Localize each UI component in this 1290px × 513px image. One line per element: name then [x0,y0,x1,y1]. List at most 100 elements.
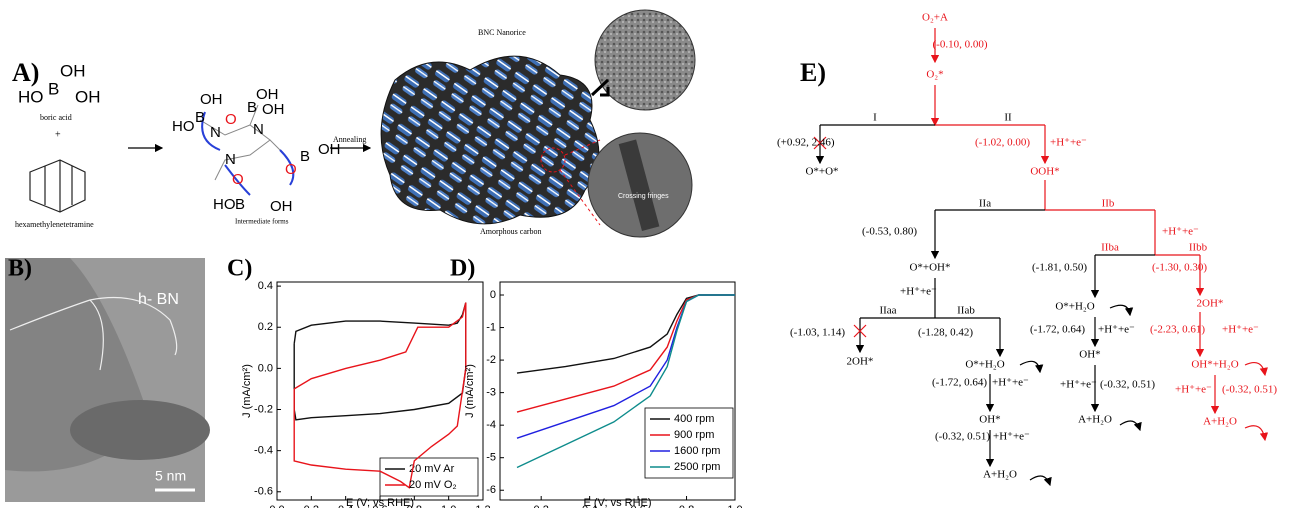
nanorice-cluster [381,56,599,224]
atom: B [247,99,257,116]
x-axis-label: E (V; vs RHE) [346,497,414,508]
pathway-node: 2OH* [847,356,874,368]
legend-label: 2500 rpm [674,461,720,473]
atom: O [285,161,297,178]
y-axis-label: J (mA/cm²) [464,364,476,418]
pathway-node: A+H₂O [1203,416,1237,428]
panel-a-art [30,10,695,237]
y-tick-label: 0.0 [258,362,273,374]
y-tick-label: -6 [486,484,496,496]
caption: Intermediate forms [235,218,289,226]
pathway-node: +H⁺+e⁻ [1222,324,1259,336]
panel-label: C) [227,256,252,282]
pathway-node: (-1.72, 0.64) [932,377,987,389]
pathway-node: (-2.23, 0.61) [1150,324,1205,336]
data-line [517,295,735,373]
y-tick-label: -5 [486,452,496,464]
pathway-node: O₂+A [922,12,948,24]
pathway-node: (-1.81, 0.50) [1032,262,1087,274]
pathway-node: 2OH* [1197,298,1224,310]
atom: B [48,79,59,98]
hmta-structure [30,160,85,212]
figure: A)OHHOBOHboric acid+hexamethylenetetrami… [0,0,1290,508]
caption: Amorphous carbon [480,227,542,236]
pathway-node: IIba [1101,242,1119,254]
pathway-node: +H⁺+e⁻ [900,286,937,298]
x-tick-label: 1.0 [727,504,742,508]
atom: HO [18,87,44,106]
legend-label: 1600 rpm [674,445,720,457]
pathway-node: OH*+H₂O [1191,359,1238,371]
pathway-node: (-0.53, 0.80) [862,226,917,238]
atom: B [300,148,310,165]
pathway-node: +H⁺+e⁻ [992,377,1029,389]
tem-region [70,400,210,460]
caption: Crossing fringes [618,193,669,200]
pathway-node: O₂* [926,69,943,81]
y-tick-label: -2 [486,354,496,366]
pathway-node: O*+H₂O [1055,301,1094,313]
scale-label: 5 nm [155,468,186,484]
x-tick-label: 0.2 [304,504,319,508]
pathway-node: (-0.32, 0.51) [1100,379,1155,391]
pathway-node: (-1.30, 0.30) [1152,262,1207,274]
y-tick-label: 0 [490,289,496,301]
x-tick-label: 0.0 [269,504,284,508]
pathway-node: OOH* [1030,166,1059,178]
pathway-node: II [1004,112,1012,124]
pathway-node: A+H₂O [1078,414,1112,426]
caption: + [55,129,61,140]
pathway-node: (-0.32, 0.51) [1222,384,1277,396]
pathway-node: IIa [979,198,991,210]
atom: B [195,109,205,126]
pathway-node: (+0.92, 2.46) [777,137,835,149]
pathway-node: IIb [1102,198,1115,210]
pathway-node: O*+OH* [909,262,950,274]
data-line [517,295,735,412]
x-tick-label: 1.2 [475,504,490,508]
pathway-node: I [873,112,877,124]
pathway-node: OH* [979,414,1000,426]
legend-label: 900 rpm [674,429,714,441]
caption: Annealing [333,135,366,144]
atom: OH [200,91,223,108]
atom: OH [262,101,285,118]
pathway-node: +H⁺+e⁻ [1098,324,1135,336]
pathway-node: IIab [957,305,975,317]
y-tick-label: 0.2 [258,321,273,333]
pathway-node: (-1.02, 0.00) [975,137,1030,149]
annotation: h- BN [138,291,179,308]
y-tick-label: -0.6 [254,486,273,498]
pathway-node: +H⁺+e⁻ [1060,379,1097,391]
pathway-node: (-0.32, 0.51) [935,431,990,443]
y-tick-label: 0.4 [258,280,273,292]
panel-label: A) [12,58,39,87]
x-axis-label: E (V; vs RHE) [583,497,651,508]
atom: HO [213,196,236,213]
x-tick-label: 0.2 [534,504,549,508]
y-tick-label: -0.2 [254,403,273,415]
panel-label: B) [8,256,32,282]
x-tick-label: 0.8 [679,504,694,508]
pathway-node: IIbb [1189,242,1208,254]
panel-label: D) [450,256,475,282]
caption: hexamethylenetetramine [15,220,94,229]
legend-label: 20 mV O₂ [409,479,457,491]
pathway-node: O*+H₂O [965,359,1004,371]
pathway-node: (-1.28, 0.42) [918,327,973,339]
data-line [294,303,466,420]
pathway-node: +H⁺+e⁻ [993,431,1030,443]
y-tick-label: -4 [486,419,496,431]
y-axis-label: J (mA/cm²) [241,364,253,418]
pathway-node: +H⁺+e⁻ [1162,226,1199,238]
atom: B [235,196,245,213]
y-tick-label: -0.4 [254,445,273,457]
pathway-lines [814,28,1265,485]
pathway-node: (-1.03, 1.14) [790,327,845,339]
legend-label: 400 rpm [674,413,714,425]
y-tick-label: -3 [486,387,496,399]
atom: N [253,121,264,138]
atom: HO [172,118,195,135]
x-tick-label: 1.0 [441,504,456,508]
pathway-node: IIaa [879,305,896,317]
